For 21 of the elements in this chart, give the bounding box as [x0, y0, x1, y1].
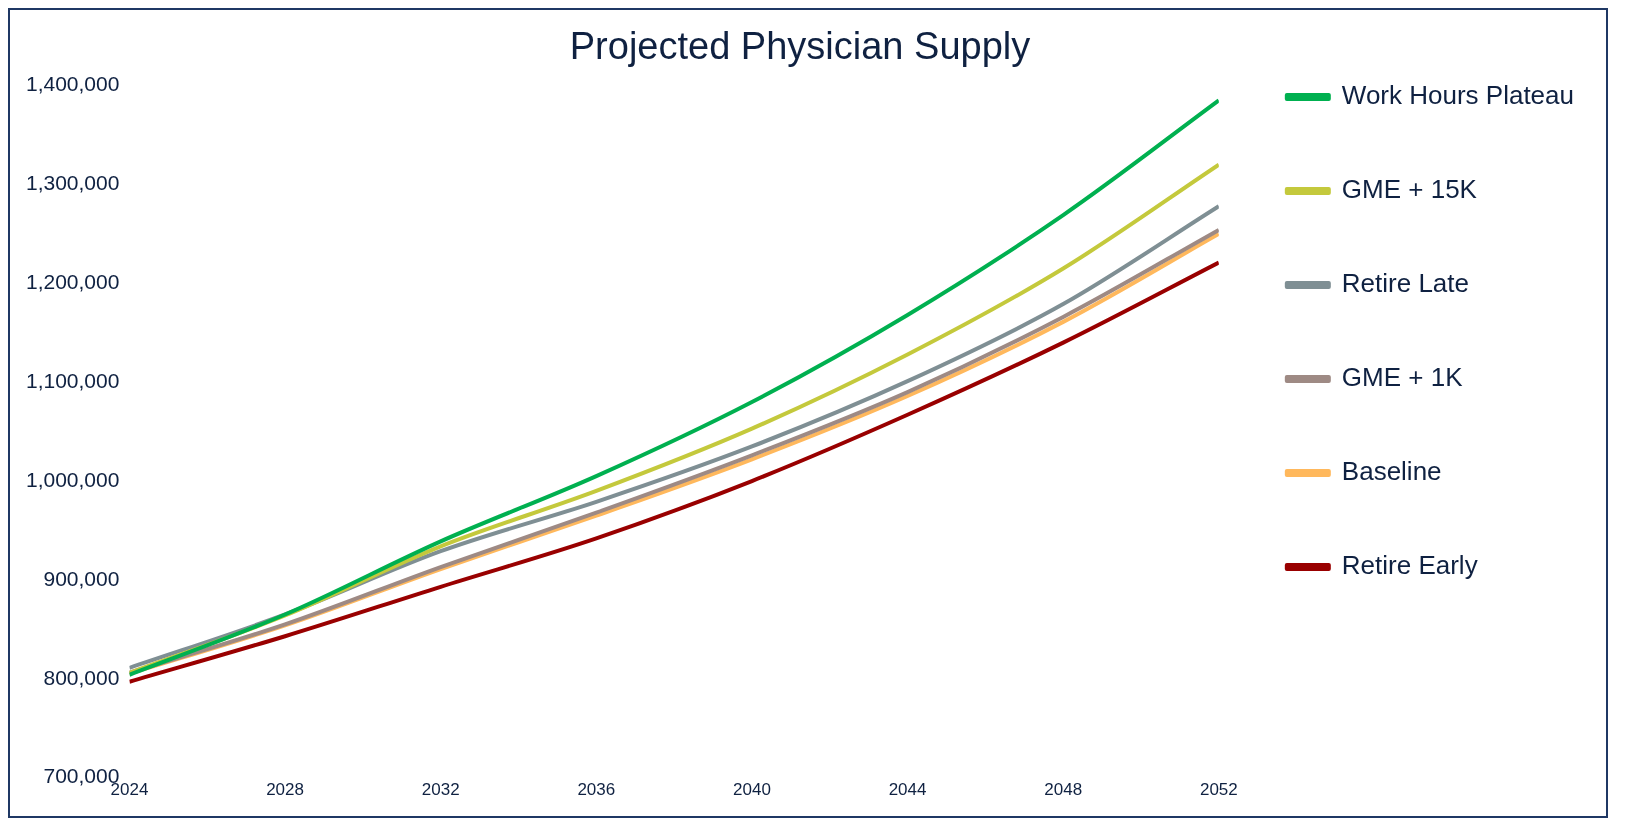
x-tick-label: 2036	[577, 780, 616, 800]
y-tick-label: 1,200,000	[25, 270, 120, 294]
y-tick-label: 1,400,000	[25, 72, 120, 96]
chart-title: Projected Physician Supply	[569, 25, 1031, 68]
y-tick-label: 800,000	[43, 665, 120, 689]
y-tick-label: 1,000,000	[25, 467, 120, 491]
x-tick-label: 2040	[733, 780, 771, 800]
legend-label: GME + 15K	[1341, 174, 1478, 205]
x-tick-label: 2028	[266, 780, 304, 800]
x-tick-label: 2032	[421, 780, 460, 800]
y-tick-label: 900,000	[43, 566, 120, 590]
x-tick-label: 2044	[888, 780, 927, 800]
legend-label: Retire Late	[1341, 268, 1470, 299]
legend-label: Retire Early	[1341, 550, 1478, 581]
y-tick-label: 1,100,000	[25, 368, 120, 392]
x-tick-label: 2048	[1044, 780, 1083, 800]
legend-label: GME + 1K	[1341, 362, 1464, 393]
legend-label: Baseline	[1341, 456, 1442, 487]
y-tick-label: 1,300,000	[25, 171, 120, 195]
legend-label: Work Hours Plateau	[1341, 80, 1574, 111]
x-tick-label: 2052	[1199, 780, 1238, 800]
